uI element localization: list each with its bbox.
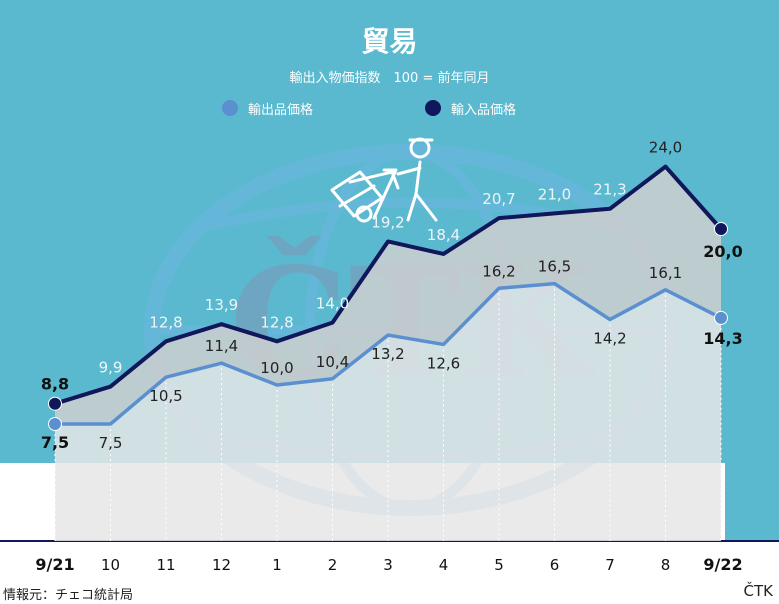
import-data-label: 18,4 bbox=[427, 226, 460, 244]
import-data-label: 21,3 bbox=[593, 181, 626, 199]
hand-truck-icon bbox=[372, 168, 398, 220]
x-tick-label: 5 bbox=[494, 556, 504, 574]
export-data-label: 7,5 bbox=[41, 433, 69, 452]
right-background bbox=[725, 0, 779, 540]
x-tick-label: 8 bbox=[661, 556, 671, 574]
box-edge bbox=[338, 184, 376, 208]
import-data-label: 21,0 bbox=[538, 185, 571, 203]
x-tick-label: 9/22 bbox=[703, 555, 742, 574]
import-data-label: 14,0 bbox=[316, 295, 349, 313]
legend-label: 輸出品価格 bbox=[248, 102, 314, 118]
spread-area bbox=[55, 166, 721, 424]
export-data-label: 10,5 bbox=[149, 387, 182, 405]
source-note: 情報元：チェコ統計局 bbox=[3, 588, 134, 603]
x-tick-label: 6 bbox=[550, 556, 560, 574]
export-point bbox=[48, 417, 62, 431]
x-tick-label: 1 bbox=[272, 556, 282, 574]
import-data-label: 12,8 bbox=[260, 313, 293, 331]
import-data-label: 20,0 bbox=[703, 242, 742, 261]
x-tick-label: 11 bbox=[156, 556, 175, 574]
chart-marks: 8,89,912,813,912,814,019,218,420,7 21,0 21… bbox=[35, 139, 742, 574]
person-body-icon bbox=[396, 160, 438, 222]
wheel-icon bbox=[355, 205, 373, 223]
x-tick-label: 9/21 bbox=[35, 555, 74, 574]
export-data-label: 16,2 bbox=[482, 262, 515, 280]
export-data-label: 13,2 bbox=[371, 345, 404, 363]
import-data-label: 12,8 bbox=[149, 313, 182, 331]
export-series-line bbox=[53, 281, 723, 426]
brand-label: ČTK bbox=[743, 582, 773, 600]
export-point bbox=[714, 310, 728, 325]
export-data-label: 14,2 bbox=[593, 329, 626, 347]
legend-marker-icon bbox=[425, 100, 441, 116]
x-tick-label: 4 bbox=[439, 556, 449, 574]
import-series-line bbox=[53, 164, 723, 406]
x-tick-label: 2 bbox=[328, 556, 338, 574]
export-data-label: 16,1 bbox=[649, 264, 682, 282]
x-tick-label: 10 bbox=[101, 556, 120, 574]
import-data-label: 20,7 bbox=[482, 190, 515, 208]
legend-item-import: 輸入品価格 bbox=[425, 97, 516, 119]
box-top-icon bbox=[348, 170, 400, 190]
import-data-label: 8,8 bbox=[41, 375, 69, 394]
export-data-label: 12,6 bbox=[427, 354, 460, 372]
export-area bbox=[55, 283, 721, 541]
import-data-label: 13,9 bbox=[205, 296, 238, 314]
legend-item-export: 輸出品価格 bbox=[222, 97, 313, 119]
porter-icon bbox=[330, 137, 438, 223]
export-data-label: 7,5 bbox=[99, 434, 123, 452]
export-data-label: 10,0 bbox=[260, 359, 293, 377]
export-data-label: 10,4 bbox=[316, 353, 349, 371]
x-tick-label: 12 bbox=[212, 556, 231, 574]
chart-title: 貿易 bbox=[361, 25, 418, 58]
export-data-label: 11,4 bbox=[205, 337, 238, 355]
export-data-label: 16,5 bbox=[538, 258, 571, 276]
import-data-label: 19,2 bbox=[371, 213, 404, 231]
export-data-label: 14,3 bbox=[703, 329, 742, 348]
import-point bbox=[714, 222, 728, 236]
chart-subtitle: 輸出入物価指数 100 = 前年同月 bbox=[289, 71, 490, 86]
import-data-label: 9,9 bbox=[99, 359, 123, 377]
import-point bbox=[48, 396, 62, 411]
legend-label: 輸入品価格 bbox=[451, 102, 517, 118]
x-tick-label: 7 bbox=[605, 556, 615, 574]
x-tick-label: 3 bbox=[383, 556, 393, 574]
import-data-label: 24,0 bbox=[649, 139, 682, 157]
legend-marker-icon bbox=[222, 100, 238, 116]
